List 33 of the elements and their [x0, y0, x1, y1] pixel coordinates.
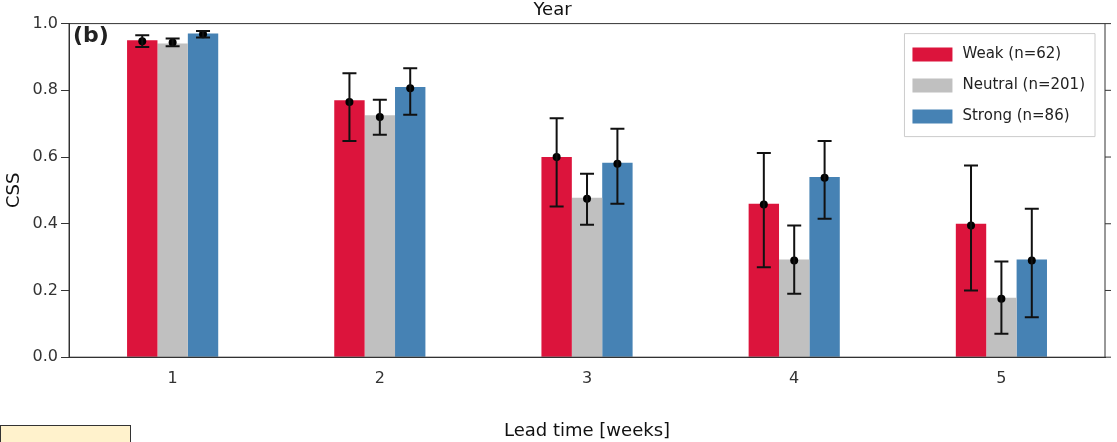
bar: [541, 157, 572, 357]
y-tick-label: 0.0: [32, 346, 59, 366]
bar: [395, 86, 426, 357]
bar: [127, 40, 158, 357]
bar: [334, 100, 365, 357]
x-tick-label: 2: [374, 367, 385, 387]
x-axis-title: Lead time [weeks]: [503, 418, 671, 440]
y-tick-label: 0.4: [32, 212, 59, 232]
bar: [187, 33, 219, 357]
chart-title: Year: [532, 0, 573, 20]
bar: [779, 259, 810, 357]
bar: [809, 177, 840, 357]
bar: [157, 43, 188, 357]
bar: [955, 223, 987, 357]
y-tick-label: 0.2: [32, 279, 59, 299]
bar: [1016, 259, 1047, 357]
annotation: (b): [73, 22, 109, 48]
y-tick-label: 0.8: [32, 79, 59, 99]
bar: [364, 115, 396, 357]
bar: [571, 197, 603, 357]
x-tick-label: 5: [996, 367, 1007, 387]
y-axis-title: CSS: [2, 172, 24, 209]
legend-label: Neutral (n=201): [962, 75, 1086, 94]
bar: [986, 297, 1017, 357]
x-tick-label: 1: [167, 367, 178, 387]
x-tick-label: 4: [789, 367, 800, 387]
y-tick-label: 1.0: [32, 12, 59, 32]
x-tick-label: 3: [581, 367, 593, 387]
legend-label: Strong (n=86): [962, 106, 1070, 125]
y-tick-label: 0.6: [32, 146, 59, 166]
legend-label: Weak (n=62): [962, 44, 1062, 63]
bar: [602, 162, 633, 357]
bar: [748, 203, 780, 357]
